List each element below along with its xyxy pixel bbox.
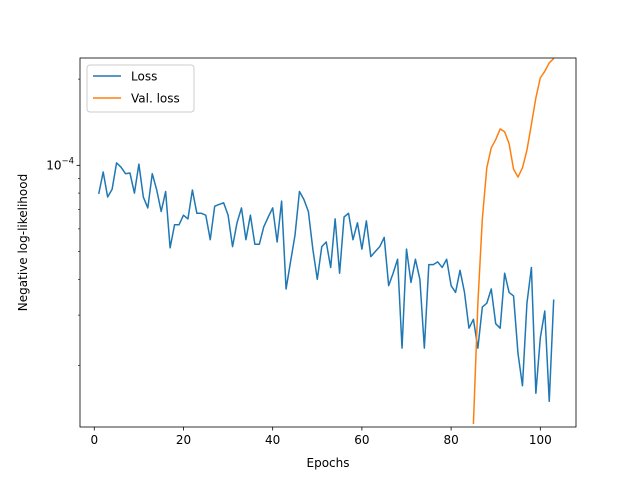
y-axis-label: Negative log-likelihood bbox=[16, 174, 30, 311]
series-line-1 bbox=[97, 162, 555, 403]
x-tick-label: 40 bbox=[265, 433, 280, 447]
y-tick-label: 10−4 bbox=[46, 156, 74, 172]
y-axis: 10−4 bbox=[46, 78, 80, 366]
x-axis: 0 20 40 60 80 100 bbox=[90, 427, 552, 447]
x-axis-label: Epochs bbox=[307, 456, 350, 470]
legend: Loss Val. loss bbox=[86, 64, 195, 113]
x-tick-label: 20 bbox=[176, 433, 191, 447]
x-tick-label: 0 bbox=[90, 433, 98, 447]
legend-label: Val. loss bbox=[131, 92, 180, 106]
series-line-2 bbox=[472, 58, 555, 425]
plot-frame bbox=[79, 57, 577, 428]
x-tick-label: 100 bbox=[529, 433, 552, 447]
legend-label: Loss bbox=[131, 70, 157, 84]
series-layer bbox=[97, 58, 555, 425]
x-tick-label: 60 bbox=[354, 433, 369, 447]
x-tick-label: 80 bbox=[443, 433, 458, 447]
